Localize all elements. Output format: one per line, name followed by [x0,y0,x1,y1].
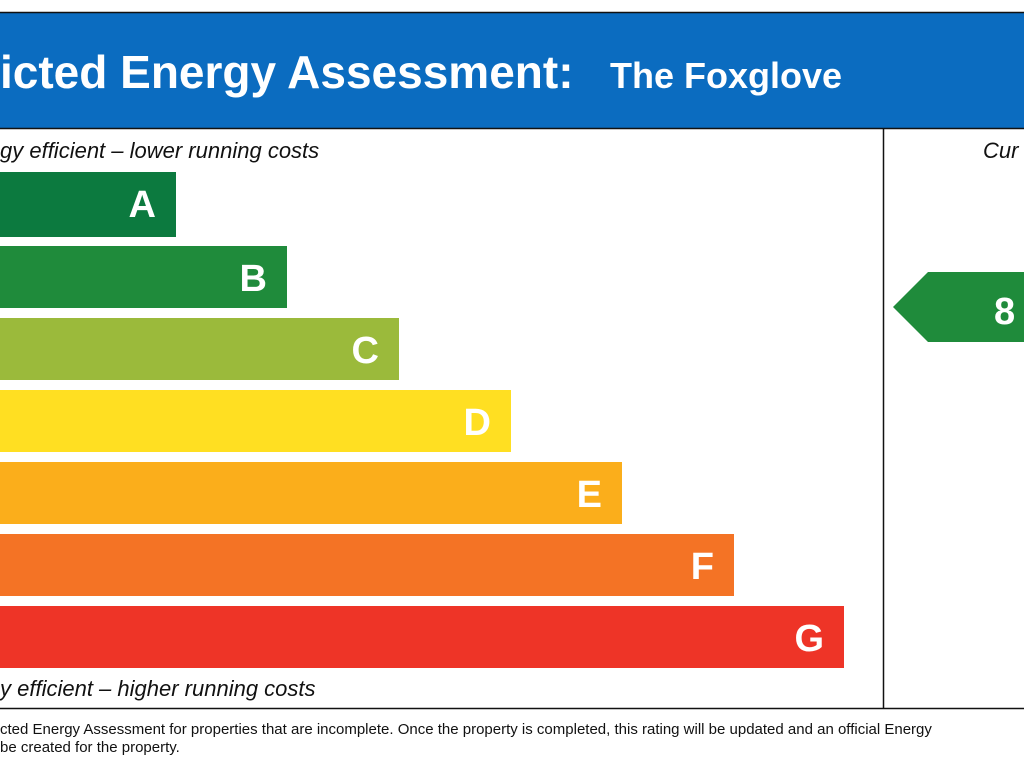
footer-line: be created for the property. [0,739,180,756]
bottom-caption: y efficient – higher running costs [0,676,316,701]
current-arrow [893,272,1024,342]
current-rating: 8 [994,291,1015,333]
band-letter: G [794,618,824,660]
band-letter: C [352,330,379,372]
band-letter: D [464,402,491,444]
band-bar [0,462,622,524]
band-letter: F [691,546,714,588]
band-bar [0,606,844,668]
header-title: icted Energy Assessment: [0,46,574,98]
band-bar [0,534,734,596]
current-header: Cur [983,138,1020,163]
band-bar [0,390,511,452]
band-bar [0,246,287,308]
header-bar [0,12,1024,129]
top-caption: gy efficient – lower running costs [0,138,319,163]
band-letter: B [240,258,267,300]
footer-line: cted Energy Assessment for properties th… [0,721,932,738]
band-letter: A [129,184,156,226]
band-bar [0,318,399,380]
band-letter: E [577,474,602,516]
header-subtitle: The Foxglove [610,55,842,96]
band-bar [0,172,176,237]
